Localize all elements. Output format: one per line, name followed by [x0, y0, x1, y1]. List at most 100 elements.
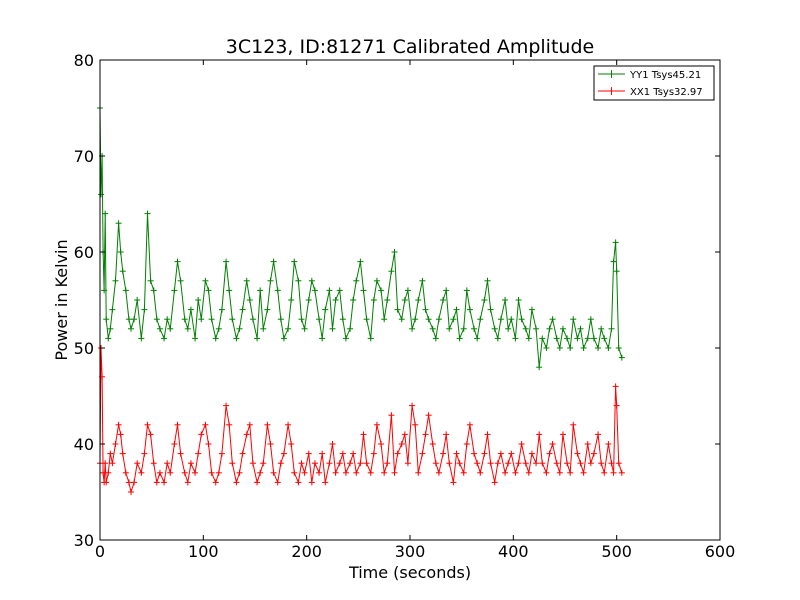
- series-point-1: [497, 450, 504, 457]
- series-point-0: [270, 258, 277, 265]
- series-point-1: [305, 450, 312, 457]
- series-point-0: [525, 335, 532, 342]
- series-point-0: [497, 316, 504, 323]
- series-point-1: [388, 412, 395, 419]
- legend-box: [593, 65, 715, 101]
- series-point-1: [301, 469, 308, 476]
- series-point-1: [460, 469, 467, 476]
- series-point-0: [167, 325, 174, 332]
- series-point-0: [103, 316, 110, 323]
- series-point-1: [494, 460, 501, 467]
- series-point-1: [125, 479, 132, 486]
- series-point-0: [422, 306, 429, 313]
- series-point-0: [285, 325, 292, 332]
- series-point-1: [223, 402, 230, 409]
- series-point-0: [515, 297, 522, 303]
- series-point-1: [536, 431, 543, 438]
- series-point-1: [391, 469, 398, 476]
- x-axis: 0 100 200 300 400 500 600: [95, 60, 735, 561]
- series-point-1: [615, 460, 622, 467]
- series-point-0: [419, 277, 426, 284]
- series-point-1: [446, 460, 453, 467]
- y-axis: 30 40 50 60 70 80: [74, 51, 720, 550]
- series-point-0: [484, 277, 491, 284]
- series-point-1: [243, 431, 250, 438]
- series-point-1: [432, 460, 439, 467]
- series-point-0: [257, 287, 264, 294]
- series-point-0: [125, 316, 132, 323]
- series-point-1: [584, 441, 591, 447]
- series-point-0: [301, 325, 308, 332]
- series-point-1: [595, 431, 602, 438]
- series-point-0: [339, 316, 346, 323]
- series-point-0: [453, 306, 460, 313]
- series-point-1: [107, 450, 114, 457]
- series-point-0: [316, 316, 323, 323]
- series-point-1: [128, 489, 134, 495]
- series-point-1: [528, 450, 535, 457]
- series-point-1: [181, 469, 188, 476]
- series-point-1: [316, 469, 323, 476]
- series-point-0: [613, 268, 620, 275]
- series-point-0: [610, 258, 617, 265]
- series-point-1: [463, 441, 470, 447]
- series-point-0: [549, 316, 556, 323]
- series-point-0: [553, 335, 560, 342]
- series-point-0: [446, 325, 453, 332]
- series-point-0: [332, 297, 339, 303]
- series-point-1: [311, 460, 318, 467]
- series-point-0: [577, 325, 584, 332]
- series-point-0: [212, 335, 219, 342]
- series-point-1: [577, 460, 584, 467]
- series-point-1: [280, 450, 287, 457]
- series-point-1: [153, 479, 160, 486]
- series-point-0: [463, 287, 470, 294]
- series-point-1: [115, 421, 122, 428]
- series-point-1: [229, 460, 236, 467]
- series-point-1: [267, 441, 274, 447]
- series-point-0: [233, 335, 240, 342]
- series-point-1: [398, 441, 405, 447]
- series-point-0: [174, 258, 181, 265]
- series-point-1: [456, 460, 463, 467]
- chart-title: 3C123, ID:81271 Calibrated Amplitude: [226, 36, 594, 58]
- series-point-1: [409, 402, 416, 409]
- series-point-0: [487, 306, 494, 313]
- series-point-1: [471, 450, 478, 457]
- series-point-1: [370, 450, 377, 457]
- series-point-0: [559, 325, 566, 332]
- series-point-1: [167, 469, 174, 476]
- series-point-1: [608, 460, 615, 467]
- series-point-1: [522, 460, 529, 467]
- series-point-1: [601, 469, 608, 476]
- series-point-1: [429, 441, 436, 447]
- series-layer: [97, 105, 625, 495]
- series-point-1: [590, 450, 597, 457]
- series-point-0: [336, 287, 343, 294]
- series-point-0: [357, 258, 364, 265]
- series-point-0: [184, 325, 191, 332]
- y-tick-label: 80: [74, 51, 94, 70]
- legend: + YY1 Tsys45.21 + XX1 Tsys32.97: [593, 65, 715, 101]
- y-tick-label: 50: [74, 339, 94, 358]
- series-point-0: [109, 306, 116, 313]
- y-tick-label: 70: [74, 147, 94, 166]
- series-point-0: [574, 335, 581, 342]
- series-point-1: [138, 469, 145, 476]
- series-point-1: [288, 441, 295, 447]
- series-point-1: [295, 479, 302, 486]
- series-point-0: [288, 297, 295, 303]
- series-point-1: [518, 441, 525, 447]
- series-point-1: [336, 460, 343, 467]
- x-tick-label: 200: [291, 542, 322, 561]
- series-point-0: [107, 325, 114, 332]
- series-point-0: [580, 345, 587, 351]
- series-point-1: [161, 479, 168, 486]
- series-point-1: [556, 469, 563, 476]
- series-point-1: [298, 460, 305, 467]
- series-point-0: [277, 316, 284, 323]
- series-point-0: [471, 325, 478, 332]
- series-point-1: [119, 450, 126, 457]
- series-point-1: [440, 450, 447, 457]
- series-point-0: [477, 316, 484, 323]
